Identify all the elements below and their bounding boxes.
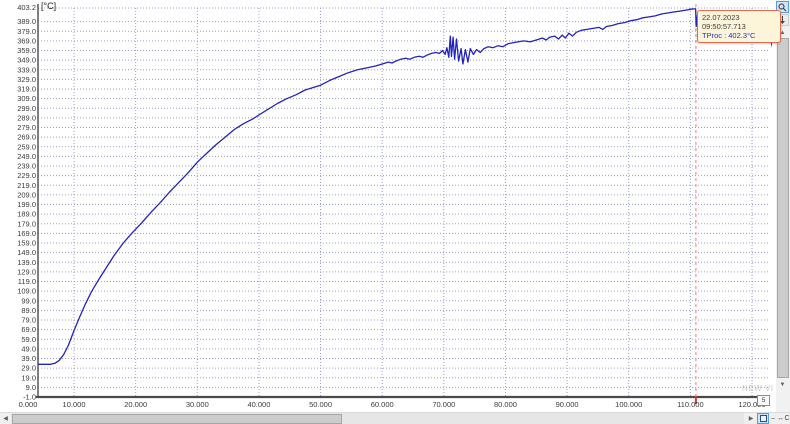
svg-text:29.0: 29.0 xyxy=(21,364,36,373)
svg-text:100.000: 100.000 xyxy=(615,400,642,409)
vertical-scrollbar[interactable]: ▲ ▼ xyxy=(776,0,790,412)
svg-text:309.0: 309.0 xyxy=(17,94,36,103)
svg-text:9.0: 9.0 xyxy=(26,383,36,392)
cursor-tool-icon xyxy=(780,15,785,24)
svg-text:159.0: 159.0 xyxy=(17,239,36,248)
page-marker-badge: 5 xyxy=(757,395,770,406)
svg-text:299.0: 299.0 xyxy=(17,104,36,113)
svg-text:349.0: 349.0 xyxy=(17,56,36,65)
scroll-down-button[interactable]: ▼ xyxy=(776,379,789,390)
svg-text:90.000: 90.000 xyxy=(556,400,579,409)
cursor-line[interactable] xyxy=(694,4,697,404)
scroll-up-button[interactable]: ▲ xyxy=(776,27,789,38)
svg-text:139.0: 139.0 xyxy=(17,258,36,267)
cursor-tooltip: 22.07.2023 09:50:57.713 TProc : 402.3°C xyxy=(697,10,781,43)
svg-text:249.0: 249.0 xyxy=(17,152,36,161)
svg-text:179.0: 179.0 xyxy=(17,219,36,228)
svg-text:149.0: 149.0 xyxy=(17,248,36,257)
svg-text:30.000: 30.000 xyxy=(186,400,209,409)
svg-text:389.0: 389.0 xyxy=(17,17,36,26)
svg-text:329.0: 329.0 xyxy=(17,75,36,84)
scroll-down-icon: ▼ xyxy=(779,381,786,388)
svg-text:39.0: 39.0 xyxy=(21,354,36,363)
svg-text:0.000: 0.000 xyxy=(19,400,38,409)
y-axis-unit-label: [°C] xyxy=(41,1,57,11)
pan-icon: ↔ xyxy=(777,415,784,422)
svg-text:-1.0: -1.0 xyxy=(23,393,36,402)
scroll-up-icon: ▲ xyxy=(779,29,786,36)
svg-text:169.0: 169.0 xyxy=(17,229,36,238)
svg-text:119.0: 119.0 xyxy=(18,277,36,286)
svg-text:189.0: 189.0 xyxy=(17,210,36,219)
hscroll-track[interactable] xyxy=(11,413,744,424)
scroll-left-icon: ◀ xyxy=(3,415,8,422)
horizontal-scrollbar[interactable]: ◀ ▶ – ↔ C xyxy=(0,412,790,424)
svg-text:289.0: 289.0 xyxy=(17,113,36,122)
svg-text:79.0: 79.0 xyxy=(21,316,36,325)
fit-view-button[interactable] xyxy=(757,413,769,424)
svg-text:279.0: 279.0 xyxy=(17,123,36,132)
svg-text:99.0: 99.0 xyxy=(21,296,36,305)
vscroll-thumb[interactable] xyxy=(777,38,789,378)
watermark-text: NEW VI xyxy=(742,384,774,393)
svg-text:369.0: 369.0 xyxy=(17,36,36,45)
svg-text:60.000: 60.000 xyxy=(371,400,394,409)
svg-text:70.000: 70.000 xyxy=(432,400,455,409)
svg-text:50.000: 50.000 xyxy=(309,400,332,409)
svg-text:379.0: 379.0 xyxy=(17,27,36,36)
svg-text:219.0: 219.0 xyxy=(17,181,36,190)
svg-text:259.0: 259.0 xyxy=(17,142,36,151)
hscroll-thumb[interactable] xyxy=(12,414,342,424)
svg-text:80.000: 80.000 xyxy=(494,400,517,409)
axis-labels: 389.0379.0369.0359.0349.0339.0329.0319.0… xyxy=(17,3,765,409)
svg-text:339.0: 339.0 xyxy=(17,65,36,74)
svg-text:69.0: 69.0 xyxy=(21,325,36,334)
fit-view-icon xyxy=(759,415,767,422)
series-line xyxy=(38,8,772,365)
svg-text:269.0: 269.0 xyxy=(17,133,36,142)
tooltip-value: TProc : 402.3°C xyxy=(702,31,756,40)
svg-text:359.0: 359.0 xyxy=(17,46,36,55)
svg-text:209.0: 209.0 xyxy=(17,190,36,199)
svg-text:19.0: 19.0 xyxy=(21,373,36,382)
svg-text:10.000: 10.000 xyxy=(63,400,86,409)
tooltip-date: 22.07.2023 xyxy=(702,13,740,22)
svg-text:20.000: 20.000 xyxy=(124,400,147,409)
svg-text:89.0: 89.0 xyxy=(21,306,36,315)
svg-text:229.0: 229.0 xyxy=(17,171,36,180)
grid-lines xyxy=(38,7,770,396)
svg-text:403.2: 403.2 xyxy=(17,3,36,12)
svg-text:199.0: 199.0 xyxy=(17,200,36,209)
tooltip-time: 09:50:57.713 xyxy=(702,22,746,31)
svg-text:239.0: 239.0 xyxy=(17,162,36,171)
zoom-out-button[interactable]: – xyxy=(770,413,776,424)
svg-text:109.0: 109.0 xyxy=(17,287,36,296)
pan-button[interactable]: ↔ xyxy=(777,413,784,424)
svg-text:110.000: 110.000 xyxy=(677,400,704,409)
scroll-right-icon: ▶ xyxy=(748,415,754,422)
svg-text:40.000: 40.000 xyxy=(247,400,270,409)
minus-icon: – xyxy=(771,415,775,422)
magnifier-icon xyxy=(778,3,787,11)
svg-text:129.0: 129.0 xyxy=(17,267,36,276)
scroll-left-button[interactable]: ◀ xyxy=(0,413,11,424)
c-button-label: C xyxy=(784,415,790,422)
cursor-mode-button[interactable]: C xyxy=(784,413,790,424)
svg-text:120.000: 120.000 xyxy=(738,400,765,409)
chart-canvas[interactable]: 389.0379.0369.0359.0349.0339.0329.0319.0… xyxy=(0,0,776,412)
axes xyxy=(36,4,770,399)
svg-text:59.0: 59.0 xyxy=(21,335,36,344)
svg-text:49.0: 49.0 xyxy=(21,344,36,353)
trend-chart[interactable]: 389.0 379.0 369.0 359.0 349.0 339.0 329.0 319.0… xyxy=(0,0,781,412)
scroll-right-button[interactable]: ▶ xyxy=(746,413,756,424)
svg-text:319.0: 319.0 xyxy=(17,85,36,94)
